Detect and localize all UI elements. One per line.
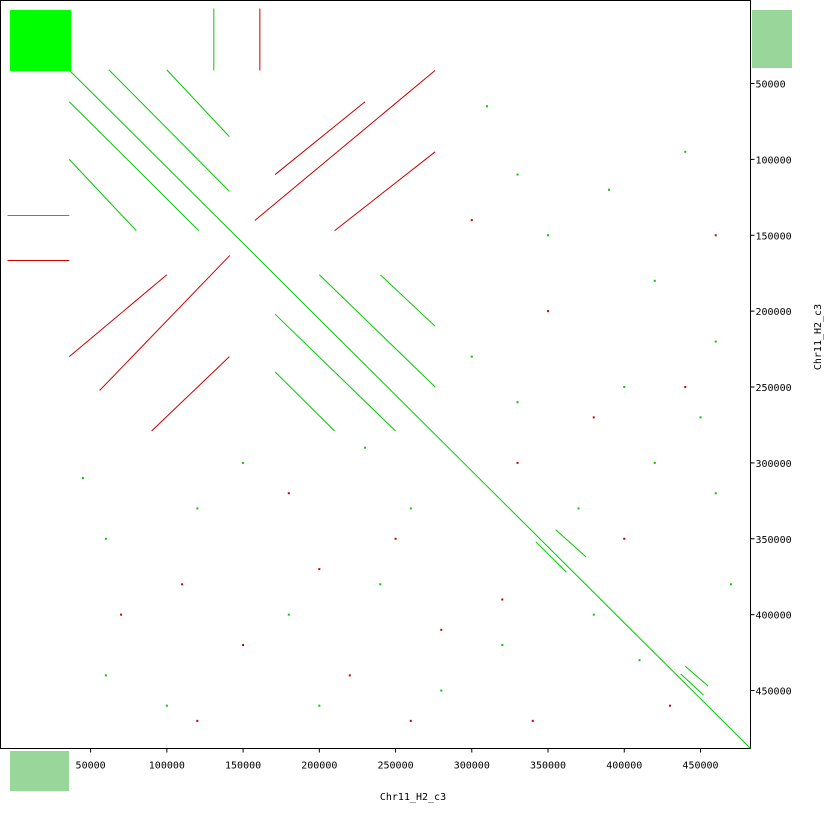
alignment-dot — [196, 507, 199, 510]
alignment-dot — [242, 461, 245, 464]
alignment-dot — [287, 613, 290, 616]
alignment-dot — [104, 674, 107, 677]
alignment-dot — [181, 583, 184, 586]
x-tick-label: 450000 — [682, 761, 718, 772]
alignment-segment — [379, 274, 436, 327]
alignment-dot — [608, 188, 611, 191]
alignment-dot — [364, 446, 367, 449]
alignment-dot — [516, 173, 519, 176]
alignment-segment — [68, 101, 200, 232]
alignment-dot — [440, 628, 443, 631]
x-tick-label: 150000 — [225, 761, 261, 772]
alignment-dot — [547, 310, 550, 313]
alignment-dot — [668, 704, 671, 707]
alignment-dot — [348, 674, 351, 677]
alignment-segment — [334, 151, 436, 232]
alignment-dot — [577, 507, 580, 510]
alignment-segment — [108, 69, 230, 192]
alignment-dot — [318, 704, 321, 707]
alignment-dot — [287, 492, 290, 495]
alignment-dot — [623, 386, 626, 389]
alignment-dot — [242, 644, 245, 647]
alignment-dot — [623, 537, 626, 540]
alignment-dot — [714, 234, 717, 237]
alignment-dot — [653, 279, 656, 282]
y-tick-label: 150000 — [756, 231, 792, 242]
x-tick-label: 250000 — [377, 761, 413, 772]
alignment-dot — [684, 386, 687, 389]
alignment-segment — [69, 70, 751, 749]
alignment-segment — [274, 371, 335, 432]
alignment-dot — [653, 461, 656, 464]
y-tick-label: 450000 — [756, 687, 792, 698]
alignment-dot — [196, 719, 199, 722]
alignment-dot — [165, 704, 168, 707]
alignment-dot — [104, 537, 107, 540]
marks — [7, 8, 751, 749]
x-tick-label: 400000 — [606, 761, 642, 772]
alignment-dot — [409, 719, 412, 722]
alignment-dot — [379, 583, 382, 586]
alignment-dot — [486, 105, 489, 108]
alignment-dot — [638, 659, 641, 662]
alignment-segment — [680, 673, 704, 696]
alignment-dot — [470, 219, 473, 222]
alignment-dot — [714, 492, 717, 495]
alignment-dot — [714, 340, 717, 343]
x-tick-label: 100000 — [149, 761, 185, 772]
alignment-dot — [516, 401, 519, 404]
alignment-segment — [99, 255, 231, 391]
corner-block — [10, 10, 71, 71]
alignment-dot — [531, 719, 534, 722]
x-tick-label: 300000 — [454, 761, 490, 772]
bottom-histogram — [10, 751, 69, 791]
y-tick-label: 400000 — [756, 611, 792, 622]
x-tick-label: 50000 — [76, 761, 106, 772]
alignment-dot — [699, 416, 702, 419]
y-tick-label: 300000 — [756, 459, 792, 470]
alignment-dot — [592, 416, 595, 419]
alignment-dot — [440, 689, 443, 692]
alignment-dot — [501, 644, 504, 647]
x-axis-label: Chr11_H2_c3 — [380, 792, 446, 803]
alignment-dot — [81, 477, 84, 480]
y-tick-label: 250000 — [756, 383, 792, 394]
y-tick-label: 200000 — [756, 307, 792, 318]
alignment-segment — [535, 541, 567, 573]
x-tick-label: 200000 — [301, 761, 337, 772]
alignment-segment — [166, 69, 230, 137]
x-tick-label: 350000 — [530, 761, 566, 772]
alignment-segment — [684, 665, 709, 687]
alignment-segment — [274, 313, 396, 432]
alignment-dot — [394, 537, 397, 540]
alignment-segment — [68, 159, 137, 232]
alignment-segment — [555, 529, 587, 558]
alignment-dot — [516, 461, 519, 464]
alignment-dot — [409, 507, 412, 510]
alignment-segment — [254, 70, 436, 221]
alignment-segment — [274, 101, 366, 175]
right-histogram — [752, 10, 792, 68]
alignment-segment — [151, 356, 230, 432]
y-axis-label: Chr11_H2_c3 — [813, 304, 824, 370]
alignment-dot — [684, 150, 687, 153]
alignment-dot — [318, 568, 321, 571]
alignment-dot — [120, 613, 123, 616]
alignment-segment — [68, 274, 168, 358]
alignment-segment — [318, 274, 436, 388]
alignment-dot — [470, 355, 473, 358]
y-tick-label: 100000 — [756, 155, 792, 166]
y-tick-label: 350000 — [756, 535, 792, 546]
y-tick-label: 50000 — [756, 80, 786, 91]
alignment-dot — [729, 583, 732, 586]
alignment-dot — [592, 613, 595, 616]
alignment-dot — [547, 234, 550, 237]
alignment-dot — [501, 598, 504, 601]
